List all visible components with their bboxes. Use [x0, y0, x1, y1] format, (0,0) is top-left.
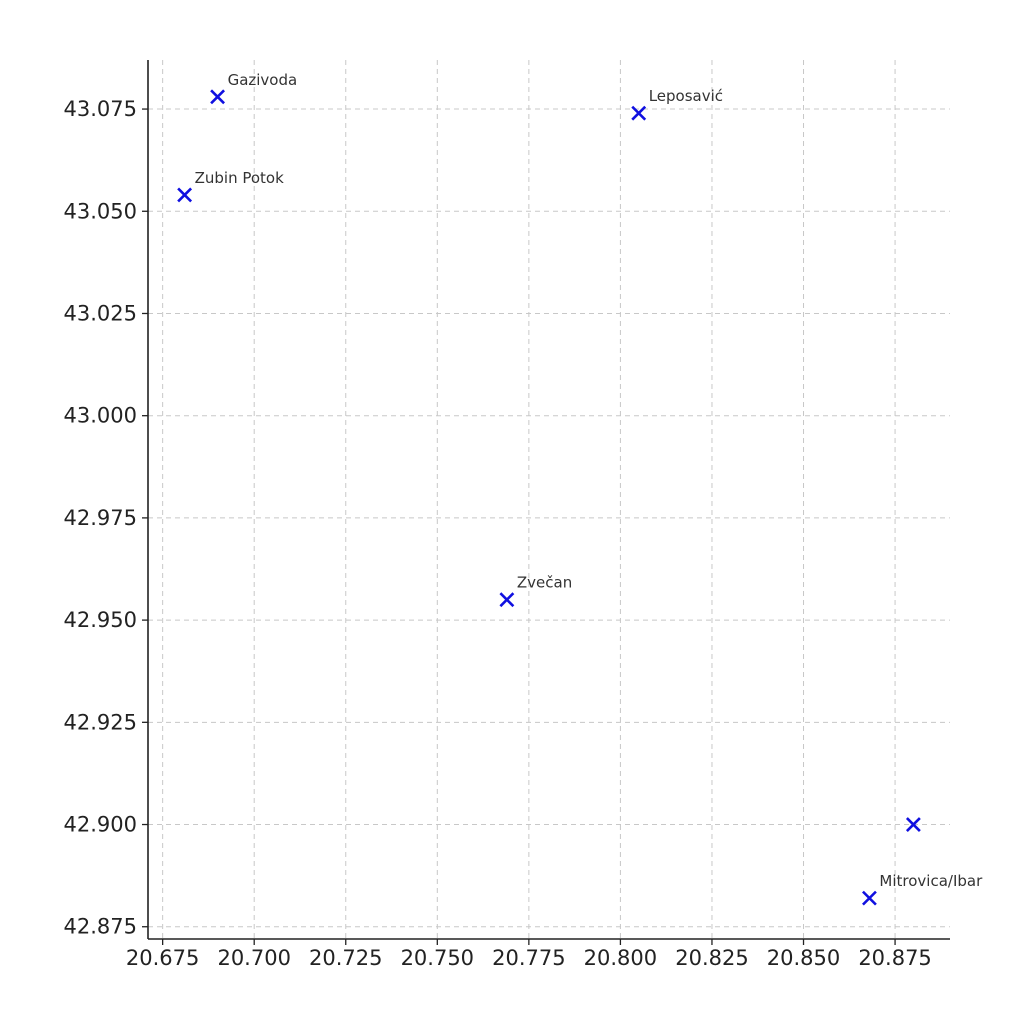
data-point-marker: [210, 89, 225, 105]
marker-stroke: [210, 89, 225, 105]
marker-stroke: [177, 187, 193, 203]
x-tick-label: 20.850: [767, 946, 840, 970]
data-point-marker: [499, 592, 515, 608]
data-point-label: Gazivoda: [228, 71, 298, 89]
data-point-marker: [862, 890, 877, 906]
data-point-marker: [905, 817, 921, 832]
marker-stroke: [905, 817, 921, 832]
y-tick-label: 42.875: [64, 915, 137, 939]
x-tick-label: 20.775: [492, 946, 565, 970]
y-tick-label: 42.975: [64, 506, 137, 530]
axes: [147, 60, 950, 940]
y-tick-label: 42.925: [64, 710, 137, 734]
data-point-label: Zubin Potok: [195, 169, 284, 187]
data-point-marker: [631, 105, 647, 121]
x-tick-label: 20.800: [584, 946, 657, 970]
y-tick-label: 43.025: [64, 301, 137, 325]
x-tick-label: 20.725: [309, 946, 382, 970]
y-tick-label: 43.075: [64, 97, 137, 121]
y-axis-ticks: 42.875 42.900 42.925 42.950 42.975 43.000 43.0…: [64, 97, 148, 939]
y-tick-label: 42.900: [64, 813, 137, 837]
y-tick-label: 42.950: [64, 608, 137, 632]
grid: [148, 60, 950, 939]
marker-stroke: [499, 592, 515, 608]
y-tick-label: 43.000: [64, 404, 137, 428]
data-point-marker: [177, 187, 193, 203]
y-tick-label: 43.050: [64, 199, 137, 223]
x-axis-ticks: 20.675 20.700 20.725 20.750 20.775 20.800 20.8…: [126, 939, 932, 970]
marker-stroke: [631, 105, 647, 121]
x-tick-label: 20.825: [675, 946, 748, 970]
data-points: Gazivoda Zubin Potok Leposavić Zvečan Mitrov…: [177, 71, 983, 906]
x-tick-label: 20.875: [858, 946, 931, 970]
data-point-label: Leposavić: [649, 87, 723, 105]
x-tick-label: 20.750: [401, 946, 474, 970]
data-point-label: Mitrovica/Ibar: [879, 872, 983, 890]
x-tick-label: 20.700: [217, 946, 290, 970]
x-tick-label: 20.675: [126, 946, 199, 970]
marker-stroke: [862, 890, 877, 906]
data-point-label: Zvečan: [517, 574, 572, 592]
